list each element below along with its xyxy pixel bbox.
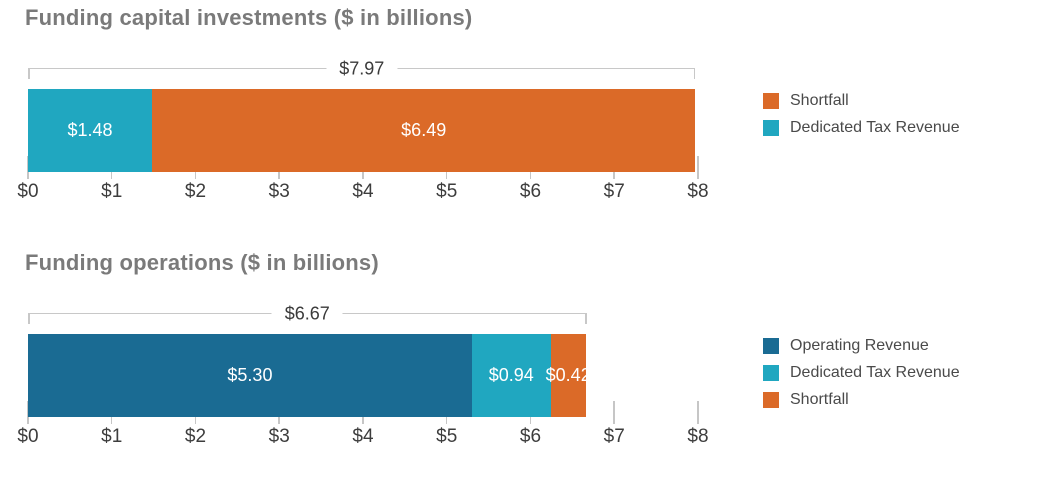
plot-area: $6.67 $5.30 $0.94 $0.42	[17, 303, 709, 463]
axis-tick-label: $5	[436, 426, 458, 447]
total-value-label: $7.97	[326, 58, 398, 80]
stacked-bar: $1.48 $6.49	[28, 89, 698, 172]
segment-value-label: $6.49	[401, 120, 447, 140]
axis-tick-label: $3	[268, 426, 290, 447]
bar-segment-shortfall: $6.49	[151, 89, 696, 172]
segment-value-label: $5.30	[227, 365, 273, 385]
axis-tick-label: $6	[519, 181, 542, 202]
legend-item-operating-revenue: Operating Revenue	[763, 332, 960, 359]
bracket-right-cap	[693, 68, 696, 79]
segment-value-label: $1.48	[67, 120, 113, 140]
segment-value-label: $0.94	[488, 365, 534, 385]
legend-item-shortfall: Shortfall	[763, 386, 960, 413]
bar-segment-shortfall: $0.42	[546, 334, 591, 417]
axis-tick-label: $3	[268, 181, 290, 202]
axis-tick-label: $7	[603, 181, 625, 202]
axis-tick-label: $1	[101, 426, 123, 447]
axis-tick	[27, 156, 29, 179]
axis-tick-label: $4	[352, 181, 374, 202]
bracket-left-cap	[28, 68, 30, 79]
legend-swatch-dedicated-tax-revenue	[763, 364, 779, 381]
bracket-left-cap	[28, 313, 30, 324]
axis-tick	[697, 156, 699, 179]
bar-segment-operating-revenue: $5.30	[28, 334, 472, 417]
segment-value-label: $0.42	[545, 365, 591, 385]
funding-capital-investments-chart: Funding capital investments ($ in billio…	[0, 0, 1046, 233]
legend-swatch-shortfall	[763, 391, 779, 408]
axis-tick-label: $2	[184, 181, 207, 202]
axis-tick-label: $5	[436, 181, 458, 202]
legend-label: Dedicated Tax Revenue	[790, 363, 960, 381]
axis-tick-label: $1	[101, 181, 123, 202]
axis-tick-label: $2	[184, 426, 207, 447]
legend-label: Shortfall	[790, 390, 849, 408]
axis-tick-label: $4	[352, 426, 374, 447]
axis-tick	[697, 401, 699, 424]
legend-item-dedicated-tax-revenue: Dedicated Tax Revenue	[763, 114, 960, 141]
axis-tick-label: $0	[17, 426, 39, 447]
total-value-label: $6.67	[271, 303, 343, 325]
legend-item-shortfall: Shortfall	[763, 87, 960, 114]
plot-area: $7.97 $1.48 $6.49 $0 $1 $2 $3	[17, 58, 709, 218]
funding-operations-chart: Funding operations ($ in billions) $6.67…	[0, 245, 1046, 478]
legend-label: Operating Revenue	[790, 336, 929, 354]
chart-title: Funding operations ($ in billions)	[25, 250, 379, 275]
total-bracket: $6.67	[28, 303, 587, 325]
axis-tick-label: $8	[687, 426, 709, 447]
legend-swatch-operating-revenue	[763, 337, 779, 354]
axis-tick-label: $8	[687, 181, 709, 202]
bracket-right-cap	[585, 313, 587, 324]
legend-swatch-dedicated-tax-revenue	[763, 119, 779, 136]
bar-segment-dedicated-tax-revenue: $0.94	[471, 334, 551, 417]
stacked-bar: $5.30 $0.94 $0.42	[28, 334, 698, 417]
legend-item-dedicated-tax-revenue: Dedicated Tax Revenue	[763, 359, 960, 386]
axis-tick-label: $0	[17, 181, 39, 202]
total-bracket: $7.97	[28, 58, 696, 80]
legend: Shortfall Dedicated Tax Revenue	[763, 87, 960, 141]
axis-tick-label: $6	[519, 426, 542, 447]
axis-tick	[27, 401, 29, 424]
chart-title: Funding capital investments ($ in billio…	[25, 5, 473, 30]
bar-segment-dedicated-tax-revenue: $1.48	[28, 89, 152, 172]
legend-label: Dedicated Tax Revenue	[790, 118, 960, 136]
legend-label: Shortfall	[790, 91, 849, 109]
legend: Operating Revenue Dedicated Tax Revenue …	[763, 332, 960, 413]
axis-tick	[613, 401, 615, 424]
axis-tick-label: $7	[603, 426, 625, 447]
legend-swatch-shortfall	[763, 92, 779, 109]
